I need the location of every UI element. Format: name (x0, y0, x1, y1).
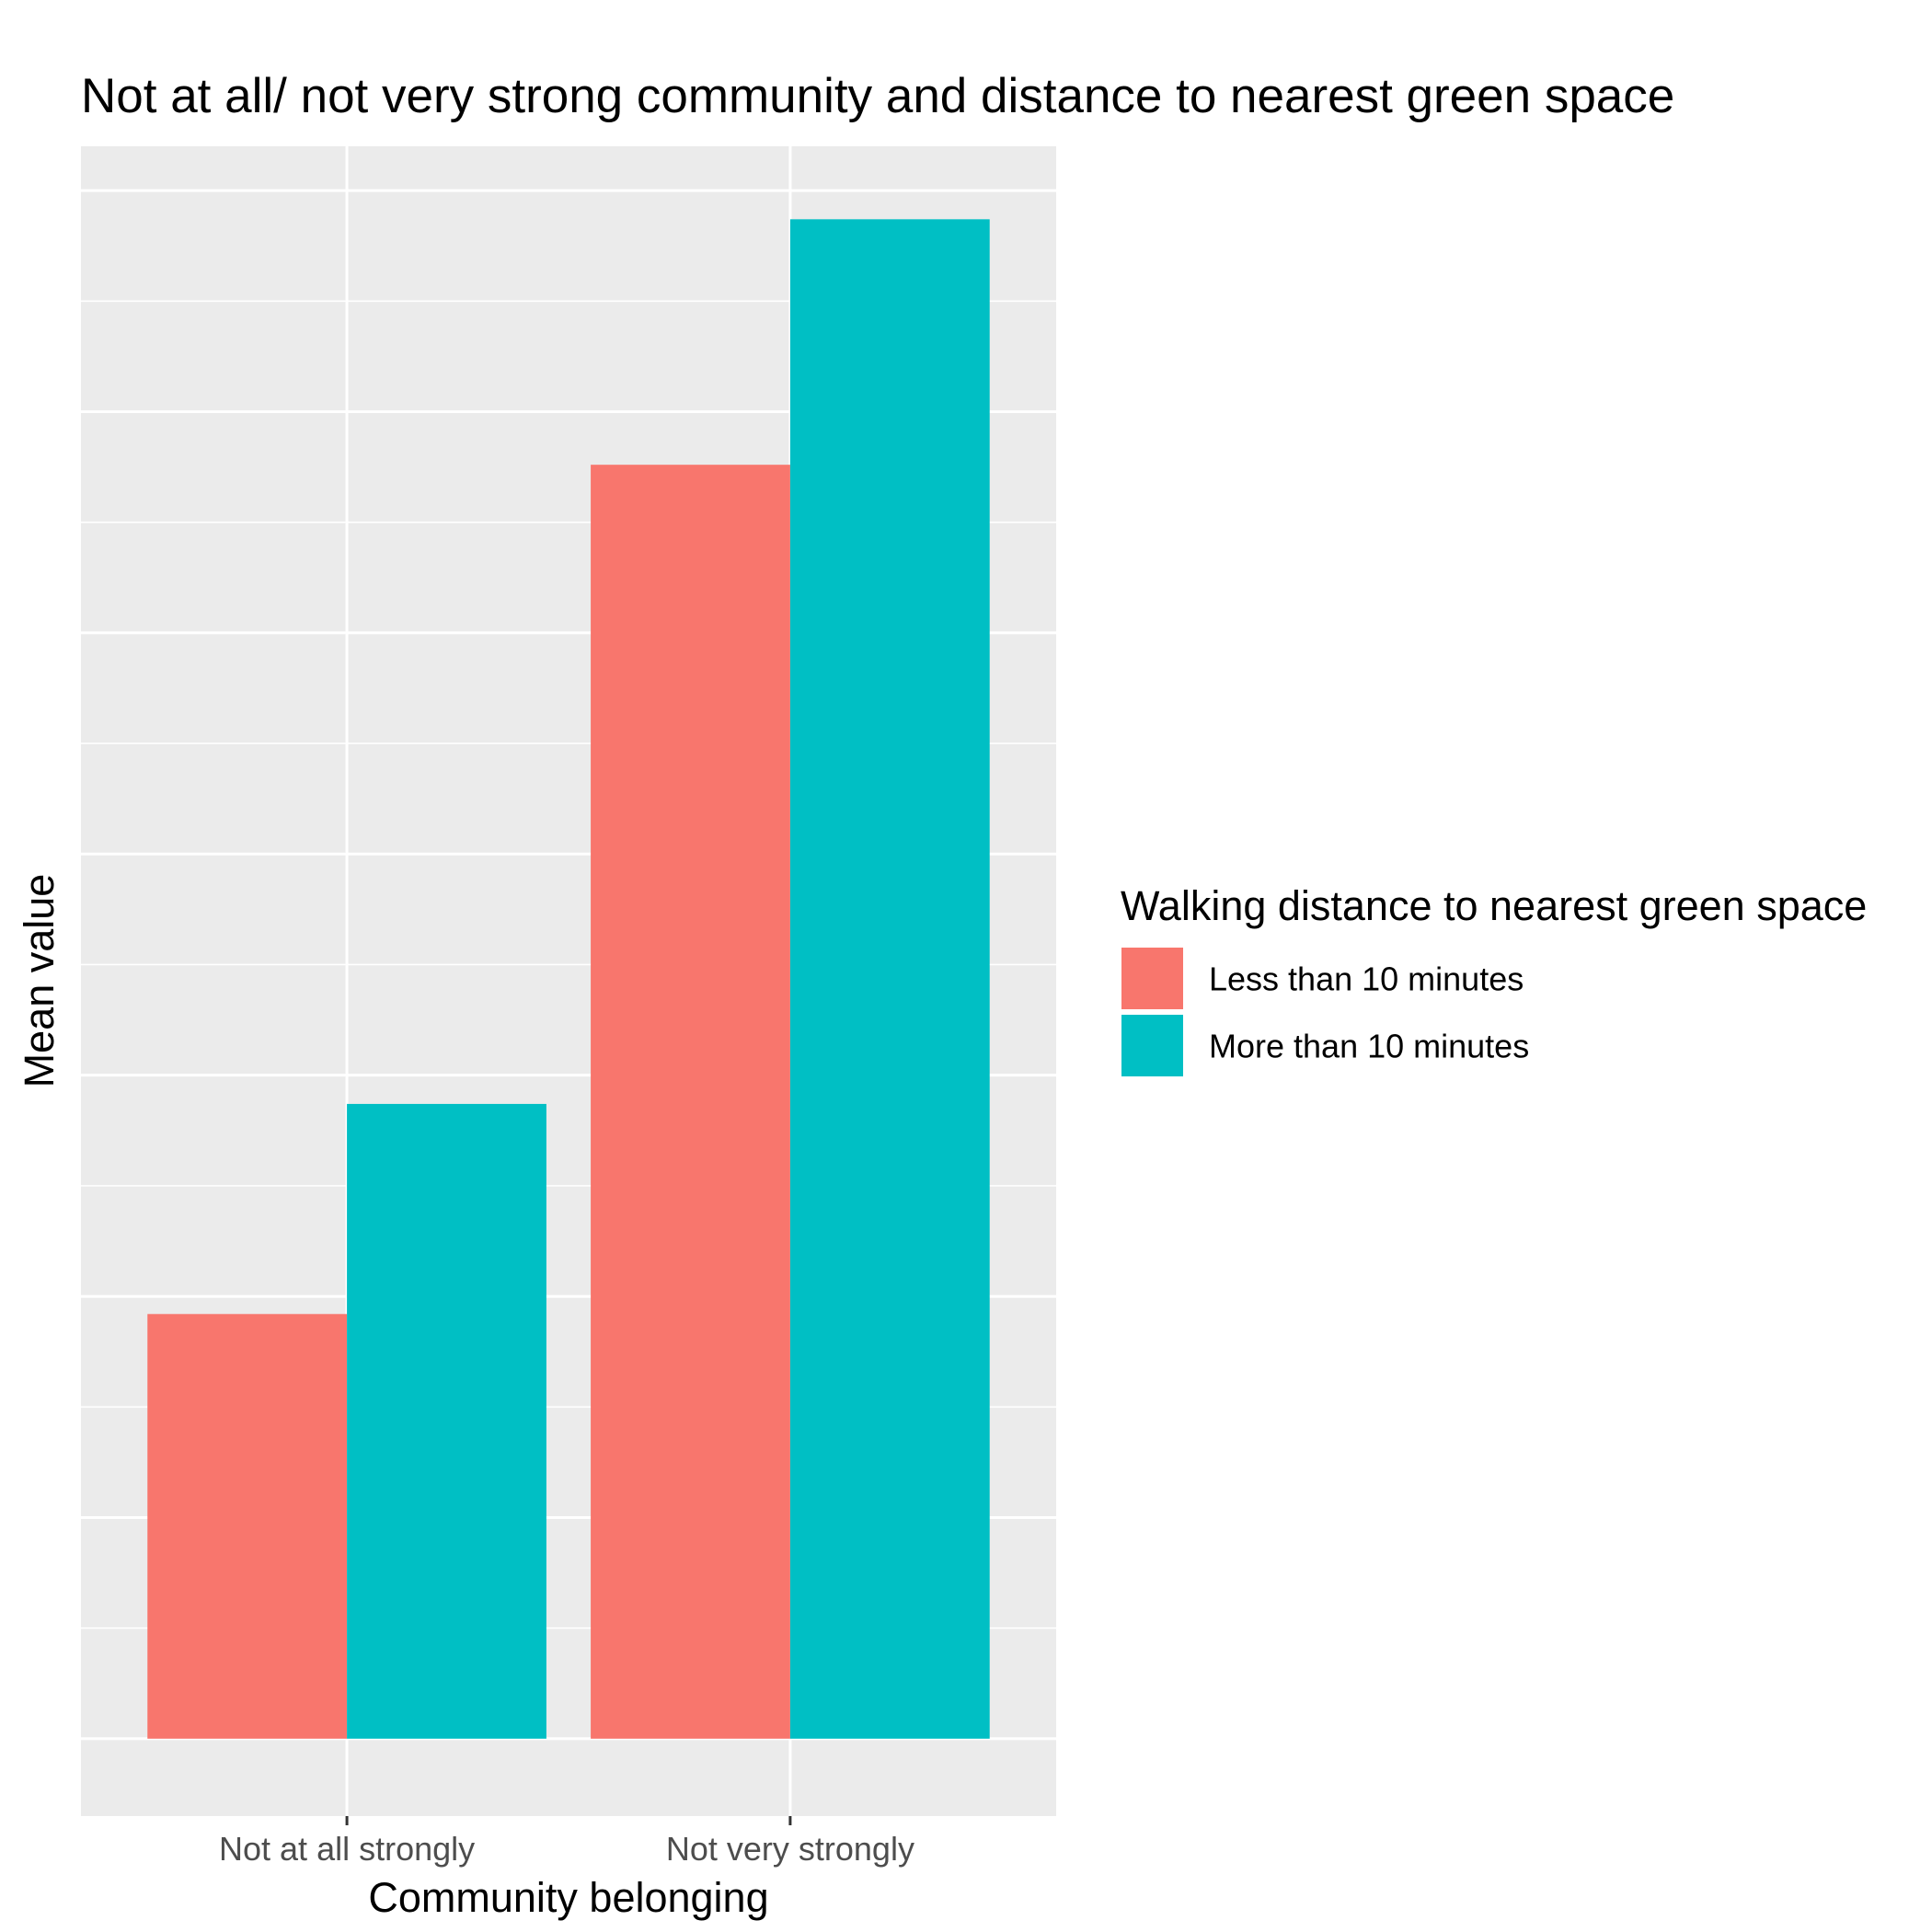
x-tick-label: Not at all strongly (219, 1830, 475, 1868)
legend-items: Less than 10 minutes More than 10 minutes (1120, 946, 1529, 1078)
legend-label: Less than 10 minutes (1209, 960, 1524, 998)
bars (147, 219, 990, 1739)
chart-title: Not at all/ not very strong community an… (81, 69, 1674, 123)
bar (347, 1103, 546, 1739)
legend-label: More than 10 minutes (1209, 1028, 1529, 1065)
legend-key (1120, 1013, 1185, 1078)
legend-title: Walking distance to nearest green space (1121, 882, 1867, 929)
legend-key (1120, 946, 1185, 1011)
x-axis-title: Community belonging (368, 1874, 768, 1921)
bar (591, 465, 790, 1739)
x-axis-ticks: Not at all strongly Not very strongly (219, 1816, 914, 1868)
bar (789, 219, 990, 1739)
legend: Walking distance to nearest green space … (1120, 882, 1867, 1078)
x-tick-label: Not very strongly (666, 1830, 914, 1868)
bar (147, 1314, 348, 1739)
y-axis-title: Mean value (16, 874, 63, 1088)
